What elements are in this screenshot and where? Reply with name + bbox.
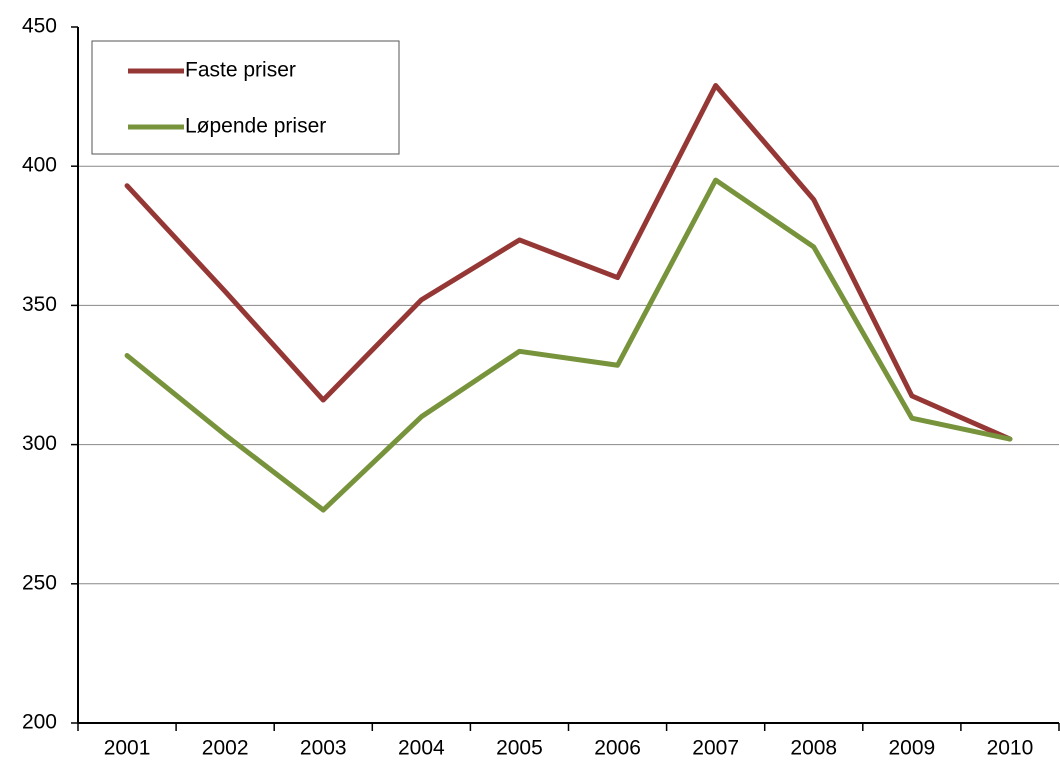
y-tick-label: 350 — [22, 293, 57, 316]
x-tick-label: 2006 — [594, 737, 641, 760]
y-tick-label: 200 — [22, 711, 57, 734]
x-tick-label: 2003 — [300, 737, 347, 760]
y-tick-label: 400 — [22, 154, 57, 177]
y-tick-label: 300 — [22, 432, 57, 455]
x-tick-label: 2010 — [987, 737, 1034, 760]
y-tick-label: 250 — [22, 571, 57, 594]
x-tick-label: 2009 — [888, 737, 935, 760]
x-tick-label: 2008 — [790, 737, 837, 760]
line-series — [124, 82, 1013, 442]
legend-label: Faste priser — [185, 59, 296, 82]
x-tick-label: 2005 — [496, 737, 543, 760]
legend-label: Løpende priser — [185, 115, 326, 138]
x-tick-label: 2004 — [398, 737, 445, 760]
x-tick-label: 2001 — [104, 737, 151, 760]
x-tick-label: 2002 — [202, 737, 249, 760]
x-tick-label: 2007 — [692, 737, 739, 760]
line-series — [124, 177, 1013, 513]
legend-box — [91, 40, 400, 155]
y-tick-label: 450 — [22, 15, 57, 38]
